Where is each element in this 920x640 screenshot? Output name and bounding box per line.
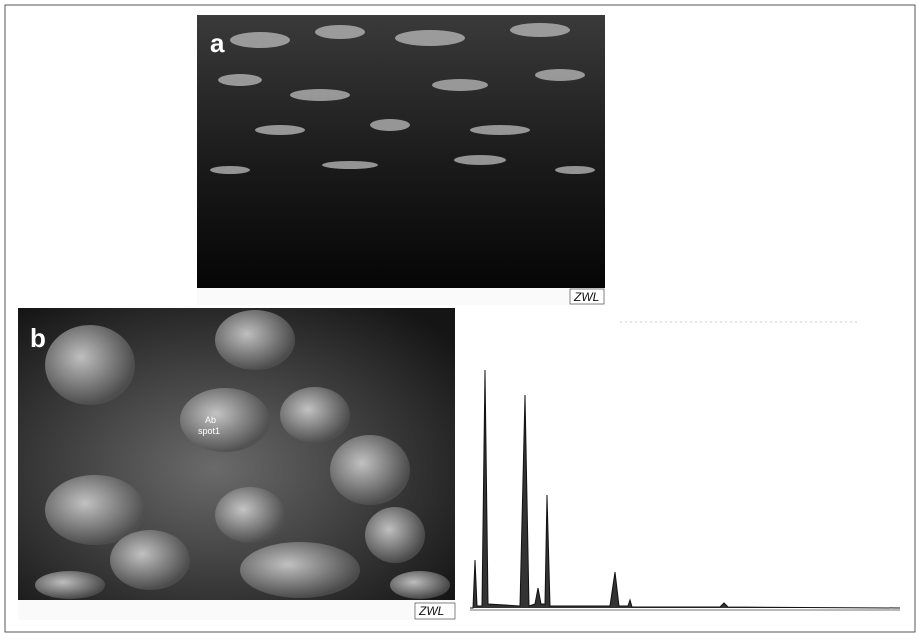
page: a ZWL b Ab spot1 ZWL (() => { const data…	[0, 0, 920, 640]
spectrum-trace	[470, 370, 900, 608]
sem-image	[197, 15, 605, 288]
caption-strip	[18, 600, 455, 620]
annotation: spot1	[198, 426, 220, 436]
panel-label: a	[210, 28, 225, 58]
scale-mark: ZWL	[418, 604, 444, 618]
annotation: Ab	[205, 415, 216, 425]
scale-mark: ZWL	[573, 290, 599, 304]
panel-b: b Ab spot1 ZWL	[18, 308, 455, 620]
panel-a: a ZWL	[197, 15, 605, 305]
figure: a ZWL b Ab spot1 ZWL	[0, 0, 920, 640]
spectrum	[470, 322, 900, 610]
caption-strip	[197, 288, 605, 305]
panel-label: b	[30, 323, 46, 353]
